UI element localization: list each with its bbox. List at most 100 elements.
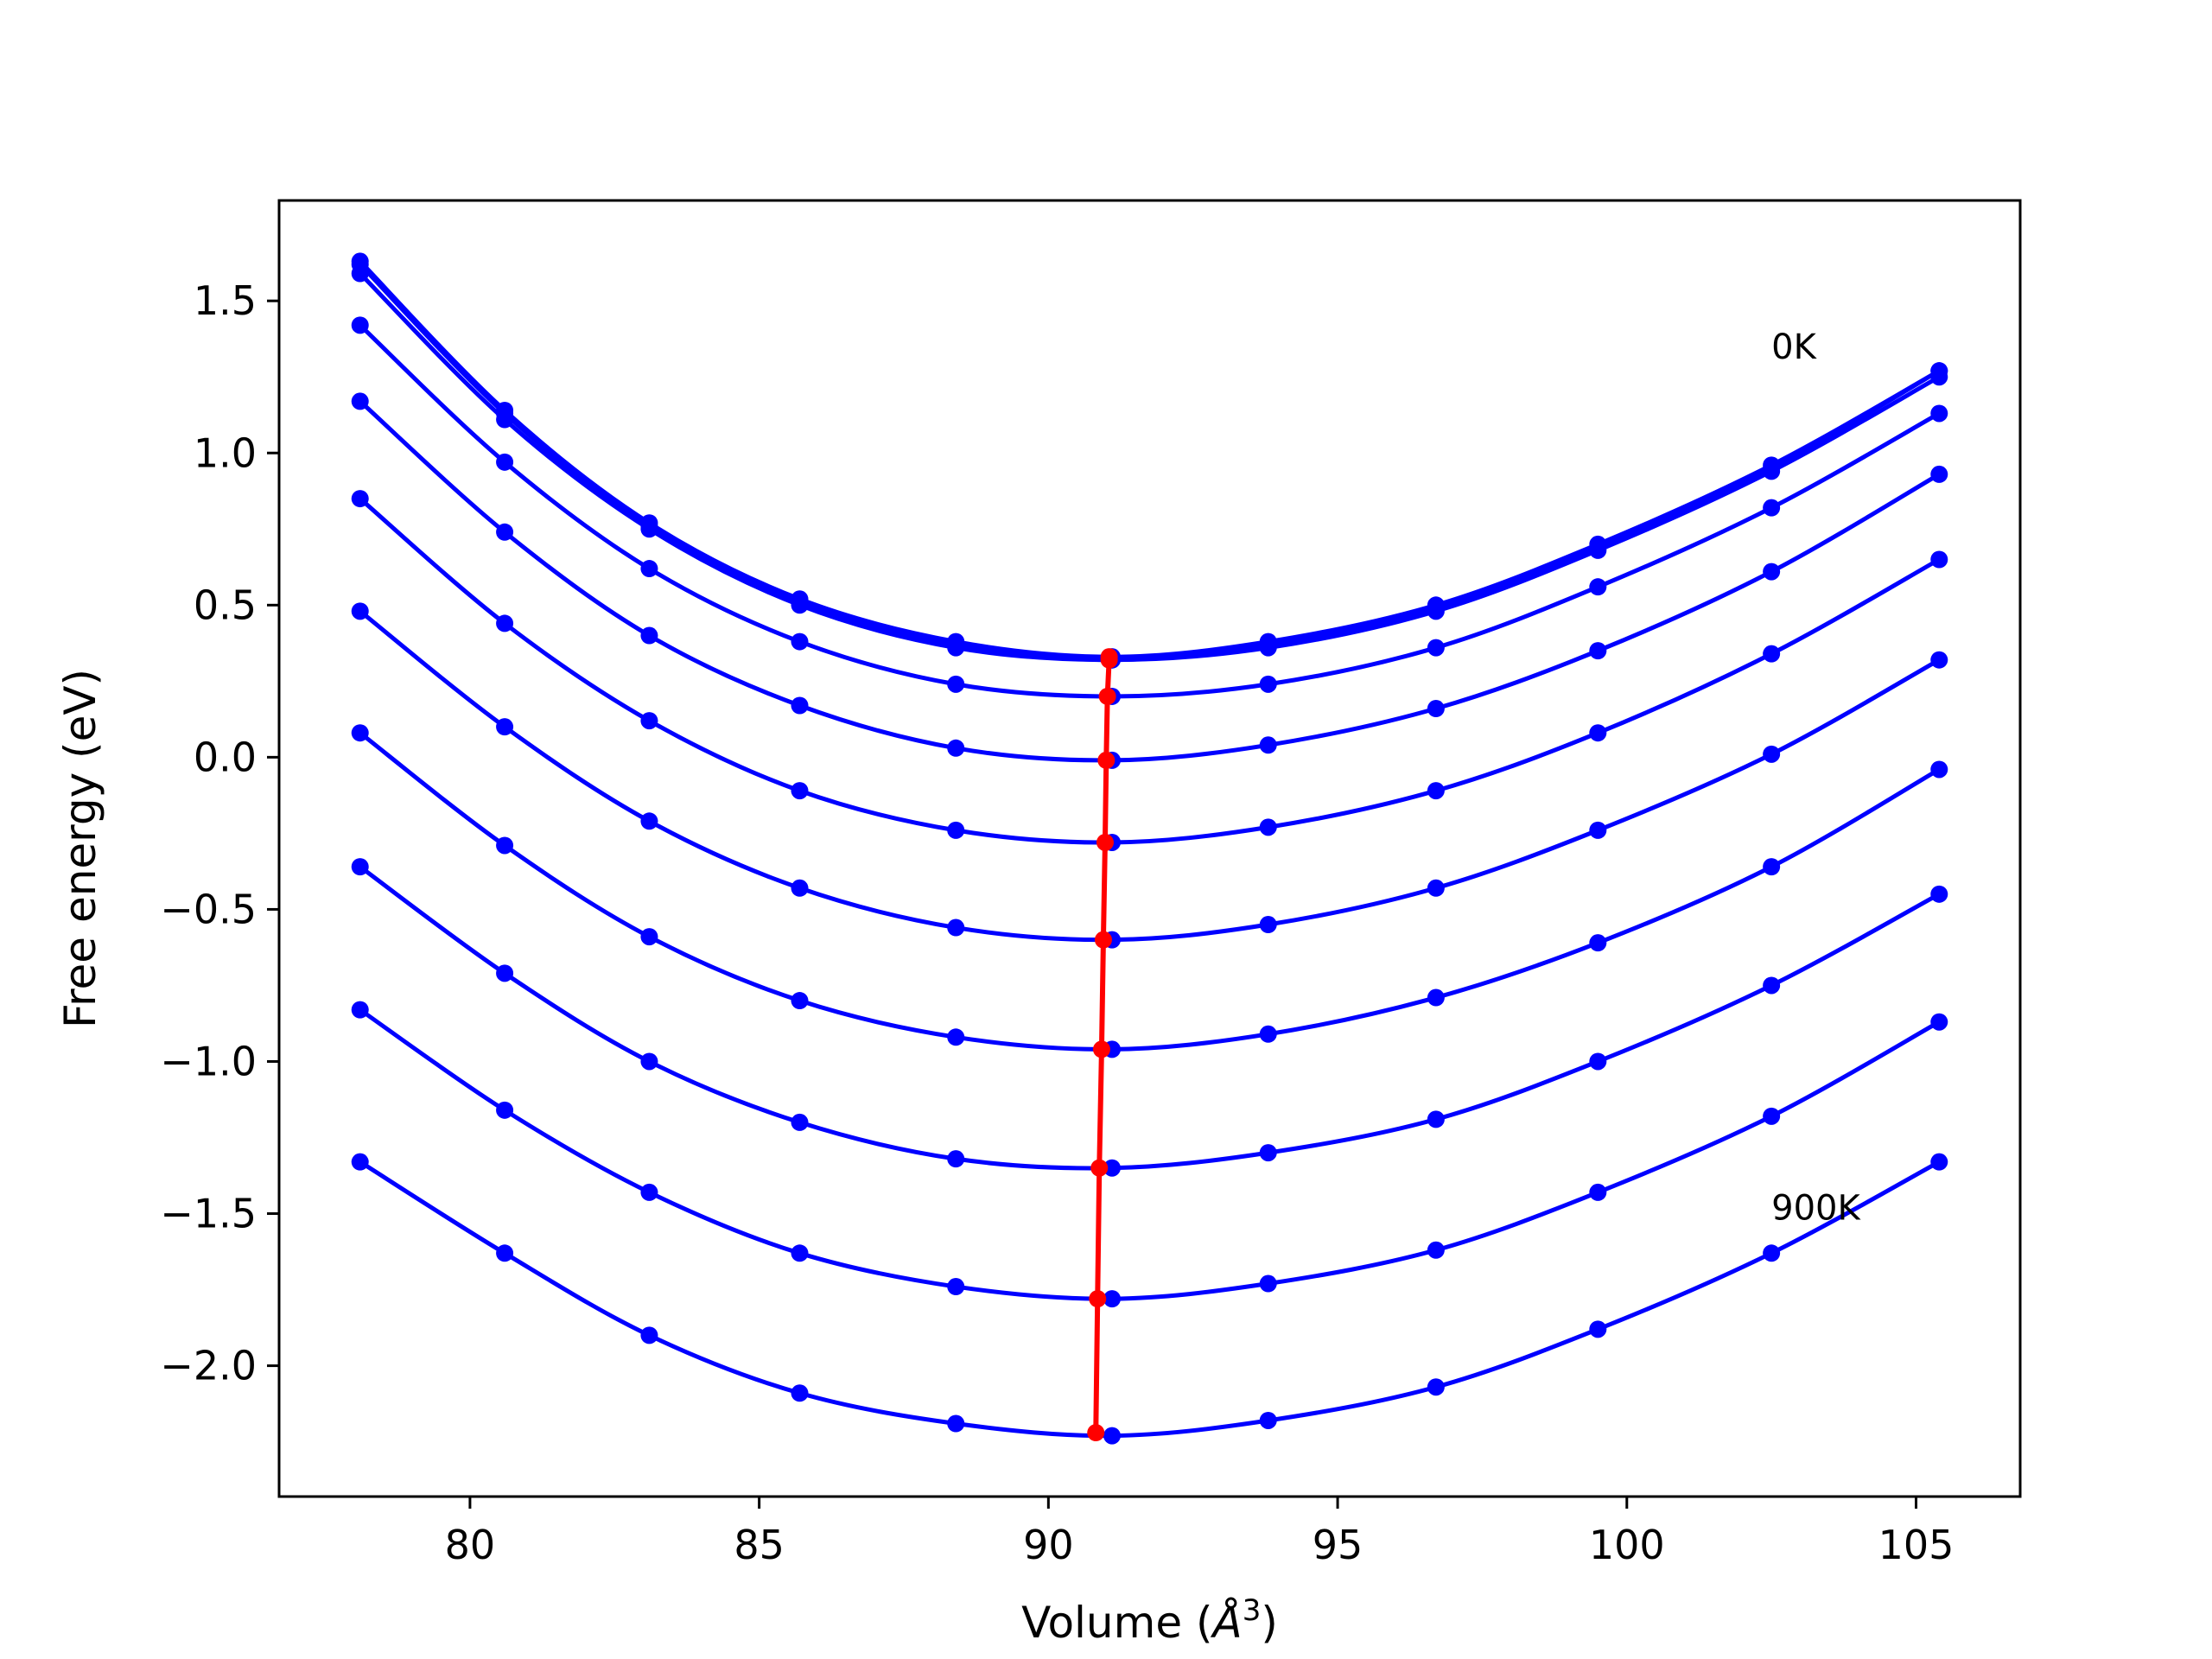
- data-point: [1427, 1378, 1445, 1396]
- y-tick-label: −0.5: [160, 886, 257, 932]
- data-point: [1589, 541, 1607, 559]
- y-tick-label: 0.0: [194, 734, 257, 780]
- data-point: [1259, 1144, 1277, 1162]
- data-point: [791, 1244, 809, 1262]
- data-point: [791, 632, 809, 651]
- y-tick-label: −1.0: [160, 1038, 257, 1084]
- data-point: [496, 1101, 514, 1119]
- x-axis-ticks: 80 85 90 95 100 105: [445, 1497, 1955, 1568]
- minimum-point: [1100, 651, 1118, 669]
- annotations: 0K 900K: [1771, 327, 1861, 1228]
- x-tick-label: 95: [1313, 1522, 1363, 1568]
- axes-frame: [277, 199, 2022, 1498]
- data-point: [1427, 1110, 1445, 1128]
- x-tick-label: 100: [1589, 1522, 1665, 1568]
- data-point: [1427, 639, 1445, 657]
- data-point: [1930, 651, 1948, 669]
- data-point: [351, 490, 369, 508]
- minimum-point: [1092, 1040, 1110, 1058]
- minimum-point: [1089, 1290, 1107, 1308]
- data-point: [1427, 782, 1445, 800]
- x-axis-title-main: Volume (: [1021, 1598, 1212, 1648]
- data-point: [1259, 916, 1277, 934]
- data-point: [947, 639, 965, 657]
- data-point: [1589, 724, 1607, 742]
- data-point: [351, 1001, 369, 1019]
- y-tick-label: 1.5: [194, 277, 257, 324]
- data-point: [947, 675, 965, 693]
- data-point: [351, 392, 369, 410]
- data-point: [1103, 1290, 1121, 1308]
- y-tick-label: 0.5: [194, 582, 257, 628]
- data-point: [496, 1244, 514, 1262]
- data-point: [640, 1326, 658, 1344]
- data-point: [1763, 1107, 1781, 1125]
- data-point: [640, 928, 658, 946]
- minimum-point: [1097, 751, 1116, 769]
- series-8: [351, 724, 1948, 1058]
- data-point: [496, 836, 514, 855]
- data-point: [791, 1113, 809, 1131]
- data-point: [1763, 499, 1781, 517]
- data-point: [791, 596, 809, 614]
- data-point: [791, 696, 809, 715]
- data-point: [791, 879, 809, 897]
- minimum-point: [1094, 931, 1112, 949]
- data-point: [496, 410, 514, 429]
- data-point: [351, 858, 369, 876]
- data-point: [351, 602, 369, 620]
- data-point: [640, 560, 658, 578]
- x-axis-title: Volume (Å3): [1021, 1593, 1278, 1648]
- data-point: [791, 782, 809, 800]
- data-point: [1763, 563, 1781, 581]
- data-point: [640, 626, 658, 645]
- y-axis-title: Free energy (eV): [55, 669, 105, 1028]
- x-tick-label: 105: [1878, 1522, 1955, 1568]
- data-point: [1589, 934, 1607, 952]
- data-point: [947, 1278, 965, 1296]
- data-point: [1427, 700, 1445, 718]
- data-point: [947, 739, 965, 757]
- data-point: [351, 724, 369, 742]
- data-point: [640, 712, 658, 730]
- y-axis-ticks: −2.0 −1.5 −1.0 −0.5 0.0 0.5 1.0 1.5: [160, 277, 279, 1389]
- data-point: [1930, 368, 1948, 386]
- x-axis-title-close: ): [1261, 1598, 1278, 1648]
- x-tick-label: 85: [734, 1522, 785, 1568]
- minimum-point: [1096, 833, 1114, 851]
- data-point: [1589, 821, 1607, 839]
- data-point: [1930, 465, 1948, 483]
- x-axis-title-exponent: 3: [1243, 1593, 1262, 1628]
- data-point: [1259, 1411, 1277, 1429]
- data-point: [1103, 1159, 1121, 1177]
- temperature-label: 900K: [1771, 1189, 1861, 1229]
- data-point: [1589, 1052, 1607, 1071]
- minimum-curve: [1087, 648, 1118, 1442]
- data-point: [1589, 1320, 1607, 1338]
- data-point: [640, 1052, 658, 1071]
- data-point: [1259, 1025, 1277, 1043]
- data-point: [947, 1414, 965, 1433]
- data-point: [947, 1028, 965, 1046]
- data-point: [1763, 976, 1781, 995]
- data-point: [947, 821, 965, 839]
- series-9: [351, 858, 1948, 1177]
- data-point: [1259, 818, 1277, 836]
- data-point: [791, 992, 809, 1010]
- data-point: [1259, 1274, 1277, 1293]
- series-7: [351, 602, 1948, 949]
- data-point: [1259, 675, 1277, 693]
- data-point: [1589, 642, 1607, 660]
- data-point: [1427, 879, 1445, 897]
- data-point: [1930, 885, 1948, 903]
- data-point: [1763, 745, 1781, 763]
- data-point: [1763, 1244, 1781, 1262]
- data-point: [1589, 578, 1607, 596]
- data-point: [1930, 760, 1948, 779]
- data-point: [947, 1150, 965, 1168]
- temperature-label: 0K: [1771, 327, 1817, 367]
- data-point: [351, 264, 369, 283]
- series-11: [351, 1153, 1948, 1445]
- data-point: [1427, 1241, 1445, 1259]
